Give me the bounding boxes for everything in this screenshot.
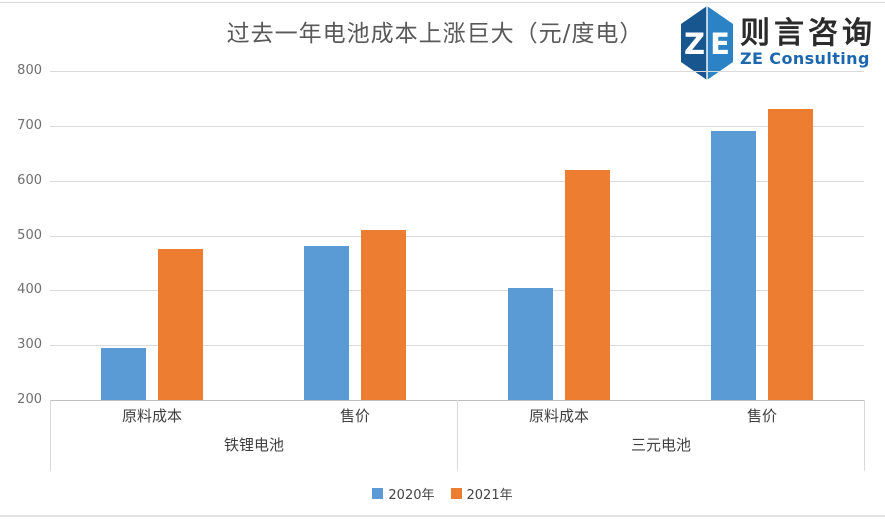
y-axis-tick-200: 200 bbox=[17, 392, 42, 407]
bar-2020年-铁锂电池-原料成本 bbox=[101, 348, 146, 400]
x-category-label-原料成本-0: 原料成本 bbox=[121, 407, 182, 425]
gridline-400 bbox=[50, 290, 864, 291]
gridline-700 bbox=[50, 126, 864, 127]
y-axis-tick-500: 500 bbox=[17, 228, 42, 243]
ze-hexagon-icon: Z E bbox=[681, 6, 733, 80]
bottom-border-line bbox=[0, 515, 885, 517]
bar-2021年-三元电池-售价 bbox=[768, 109, 813, 400]
legend-swatch-2021 bbox=[450, 488, 462, 499]
monogram-z: Z bbox=[684, 27, 705, 61]
bar-2020年-铁锂电池-售价 bbox=[304, 246, 349, 400]
legend-swatch-2020 bbox=[372, 488, 384, 499]
x-group-label-三元电池: 三元电池 bbox=[630, 436, 691, 454]
bar-2020年-三元电池-原料成本 bbox=[508, 288, 553, 400]
gridline-300 bbox=[50, 345, 864, 346]
monogram-e: E bbox=[710, 27, 730, 61]
x-category-label-原料成本-1: 原料成本 bbox=[528, 407, 589, 425]
y-axis-tick-300: 300 bbox=[17, 337, 42, 352]
legend-label-2021: 2021年 bbox=[466, 488, 513, 503]
legend-item-2021: 2021年 bbox=[450, 484, 513, 503]
chart-title: 过去一年电池成本上涨巨大（元/度电） bbox=[226, 21, 644, 47]
y-axis-tick-700: 700 bbox=[17, 118, 42, 133]
axis-frame-vline-1 bbox=[457, 400, 458, 471]
top-border-line bbox=[0, 2, 885, 3]
hexagon-right-half bbox=[707, 6, 733, 80]
bar-2021年-铁锂电池-售价 bbox=[361, 230, 406, 400]
brand-text: 则言咨询 ZE Consulting bbox=[740, 19, 876, 67]
brand-name-cn: 则言咨询 bbox=[740, 16, 876, 51]
x-category-label-售价-0: 售价 bbox=[339, 407, 370, 425]
gridline-500 bbox=[50, 236, 864, 237]
x-category-label-售价-1: 售价 bbox=[746, 407, 777, 425]
gridline-800 bbox=[50, 71, 864, 72]
y-axis-tick-600: 600 bbox=[17, 173, 42, 188]
y-axis-tick-800: 800 bbox=[17, 63, 42, 78]
bar-2021年-铁锂电池-原料成本 bbox=[158, 249, 203, 400]
brand-name-en: ZE Consulting bbox=[740, 49, 870, 68]
y-axis-tick-400: 400 bbox=[17, 282, 42, 297]
brand-logo: Z E 则言咨询 ZE Consulting bbox=[677, 4, 878, 84]
legend-item-2020: 2020年 bbox=[372, 484, 435, 503]
gridline-600 bbox=[50, 181, 864, 182]
axis-frame-vline-2 bbox=[864, 400, 865, 471]
hexagon-left-half bbox=[681, 6, 707, 80]
bar-2020年-三元电池-售价 bbox=[711, 131, 756, 400]
legend: 2020年 2021年 bbox=[0, 484, 885, 503]
x-group-label-铁锂电池: 铁锂电池 bbox=[223, 436, 284, 454]
axis-frame-vline-0 bbox=[50, 400, 51, 471]
hexagon-divider bbox=[706, 6, 708, 80]
bar-2021年-三元电池-原料成本 bbox=[565, 170, 610, 400]
legend-label-2020: 2020年 bbox=[388, 488, 435, 503]
